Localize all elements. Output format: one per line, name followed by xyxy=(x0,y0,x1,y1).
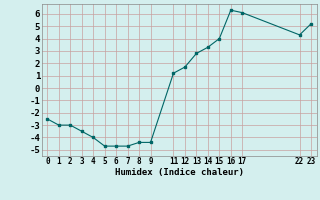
X-axis label: Humidex (Indice chaleur): Humidex (Indice chaleur) xyxy=(115,168,244,177)
